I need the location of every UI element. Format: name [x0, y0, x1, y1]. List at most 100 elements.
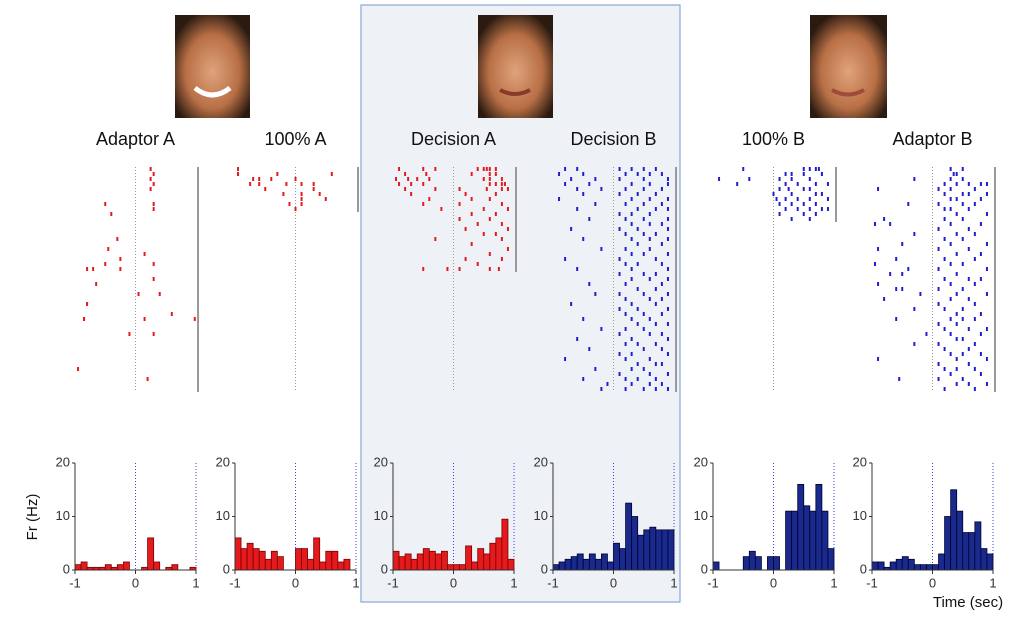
spike	[979, 332, 982, 336]
spike	[967, 362, 970, 366]
spike	[654, 342, 657, 346]
spike	[961, 352, 964, 356]
spike	[660, 202, 663, 206]
spike	[642, 202, 645, 206]
spike	[300, 192, 303, 196]
spike	[434, 187, 437, 191]
histogram-bar	[501, 518, 509, 571]
y-tick-label: 10	[56, 508, 70, 523]
spike	[955, 272, 958, 276]
y-tick-label: 10	[853, 508, 867, 523]
spike	[630, 267, 633, 271]
spike	[961, 287, 964, 291]
spike	[654, 257, 657, 261]
histogram-bar	[938, 553, 945, 571]
spike	[654, 387, 657, 391]
spike	[943, 307, 946, 311]
spike	[877, 187, 880, 191]
y-tick-label: 0	[860, 561, 867, 576]
spike	[582, 317, 585, 321]
histogram-bar	[483, 553, 491, 571]
histogram-bar	[477, 548, 485, 571]
histogram-bar	[712, 561, 720, 571]
histogram-bar	[986, 553, 994, 571]
spike	[624, 172, 627, 176]
histogram-bar	[588, 553, 596, 571]
spike	[476, 262, 479, 266]
spike	[488, 182, 491, 186]
spike	[820, 172, 823, 176]
spike	[913, 307, 916, 311]
spike	[985, 242, 988, 246]
x-tick-label: -1	[707, 575, 719, 590]
spike	[624, 312, 627, 316]
spike	[913, 232, 916, 236]
spike	[86, 267, 89, 271]
spike	[943, 347, 946, 351]
x-tick-label: -1	[387, 575, 399, 590]
spike	[660, 312, 663, 316]
spike	[440, 207, 443, 211]
spike	[787, 187, 790, 191]
spike	[152, 262, 155, 266]
spike	[955, 382, 958, 386]
histogram-bar	[276, 556, 284, 571]
spike	[814, 202, 817, 206]
y-tick-label: 0	[701, 561, 708, 576]
spike	[654, 302, 657, 306]
spike	[618, 307, 621, 311]
spike	[985, 192, 988, 196]
spike	[901, 242, 904, 246]
y-tick-label: 10	[374, 508, 388, 523]
spike	[249, 182, 252, 186]
spike	[666, 292, 669, 296]
spike	[654, 377, 657, 381]
spike	[624, 262, 627, 266]
spike	[485, 167, 488, 171]
spike	[642, 167, 645, 171]
spike	[973, 202, 976, 206]
histogram-bar	[754, 556, 762, 571]
spike	[494, 192, 497, 196]
spike	[955, 182, 958, 186]
spike	[582, 192, 585, 196]
spike	[666, 277, 669, 281]
spike	[95, 282, 98, 286]
spike	[410, 182, 413, 186]
spike	[137, 292, 140, 296]
spike	[482, 207, 485, 211]
spike	[784, 197, 787, 201]
spike	[600, 327, 603, 331]
spike	[300, 202, 303, 206]
histogram-bar	[234, 537, 242, 571]
histogram-bar	[926, 564, 933, 571]
y-tick-label: 10	[216, 508, 230, 523]
histogram-bar	[495, 537, 503, 571]
spike	[410, 192, 413, 196]
histogram-bar	[637, 534, 645, 571]
histogram-bar	[643, 529, 651, 571]
spike	[913, 177, 916, 181]
spike	[889, 222, 892, 226]
spike	[470, 197, 473, 201]
spike	[624, 327, 627, 331]
spike	[955, 312, 958, 316]
spike	[500, 222, 503, 226]
spike	[149, 187, 152, 191]
spike	[973, 187, 976, 191]
spike	[660, 282, 663, 286]
spike	[252, 177, 255, 181]
x-tick-label: 0	[610, 575, 617, 590]
spike	[967, 347, 970, 351]
histogram-bar	[404, 553, 412, 571]
histogram-bar	[625, 502, 633, 571]
spike	[83, 317, 86, 321]
spike	[488, 167, 491, 171]
spike	[494, 172, 497, 176]
spike	[158, 292, 161, 296]
spike	[107, 247, 110, 251]
spike	[642, 387, 645, 391]
x-tick-label: -1	[547, 575, 559, 590]
spike	[152, 202, 155, 206]
spike	[630, 212, 633, 216]
